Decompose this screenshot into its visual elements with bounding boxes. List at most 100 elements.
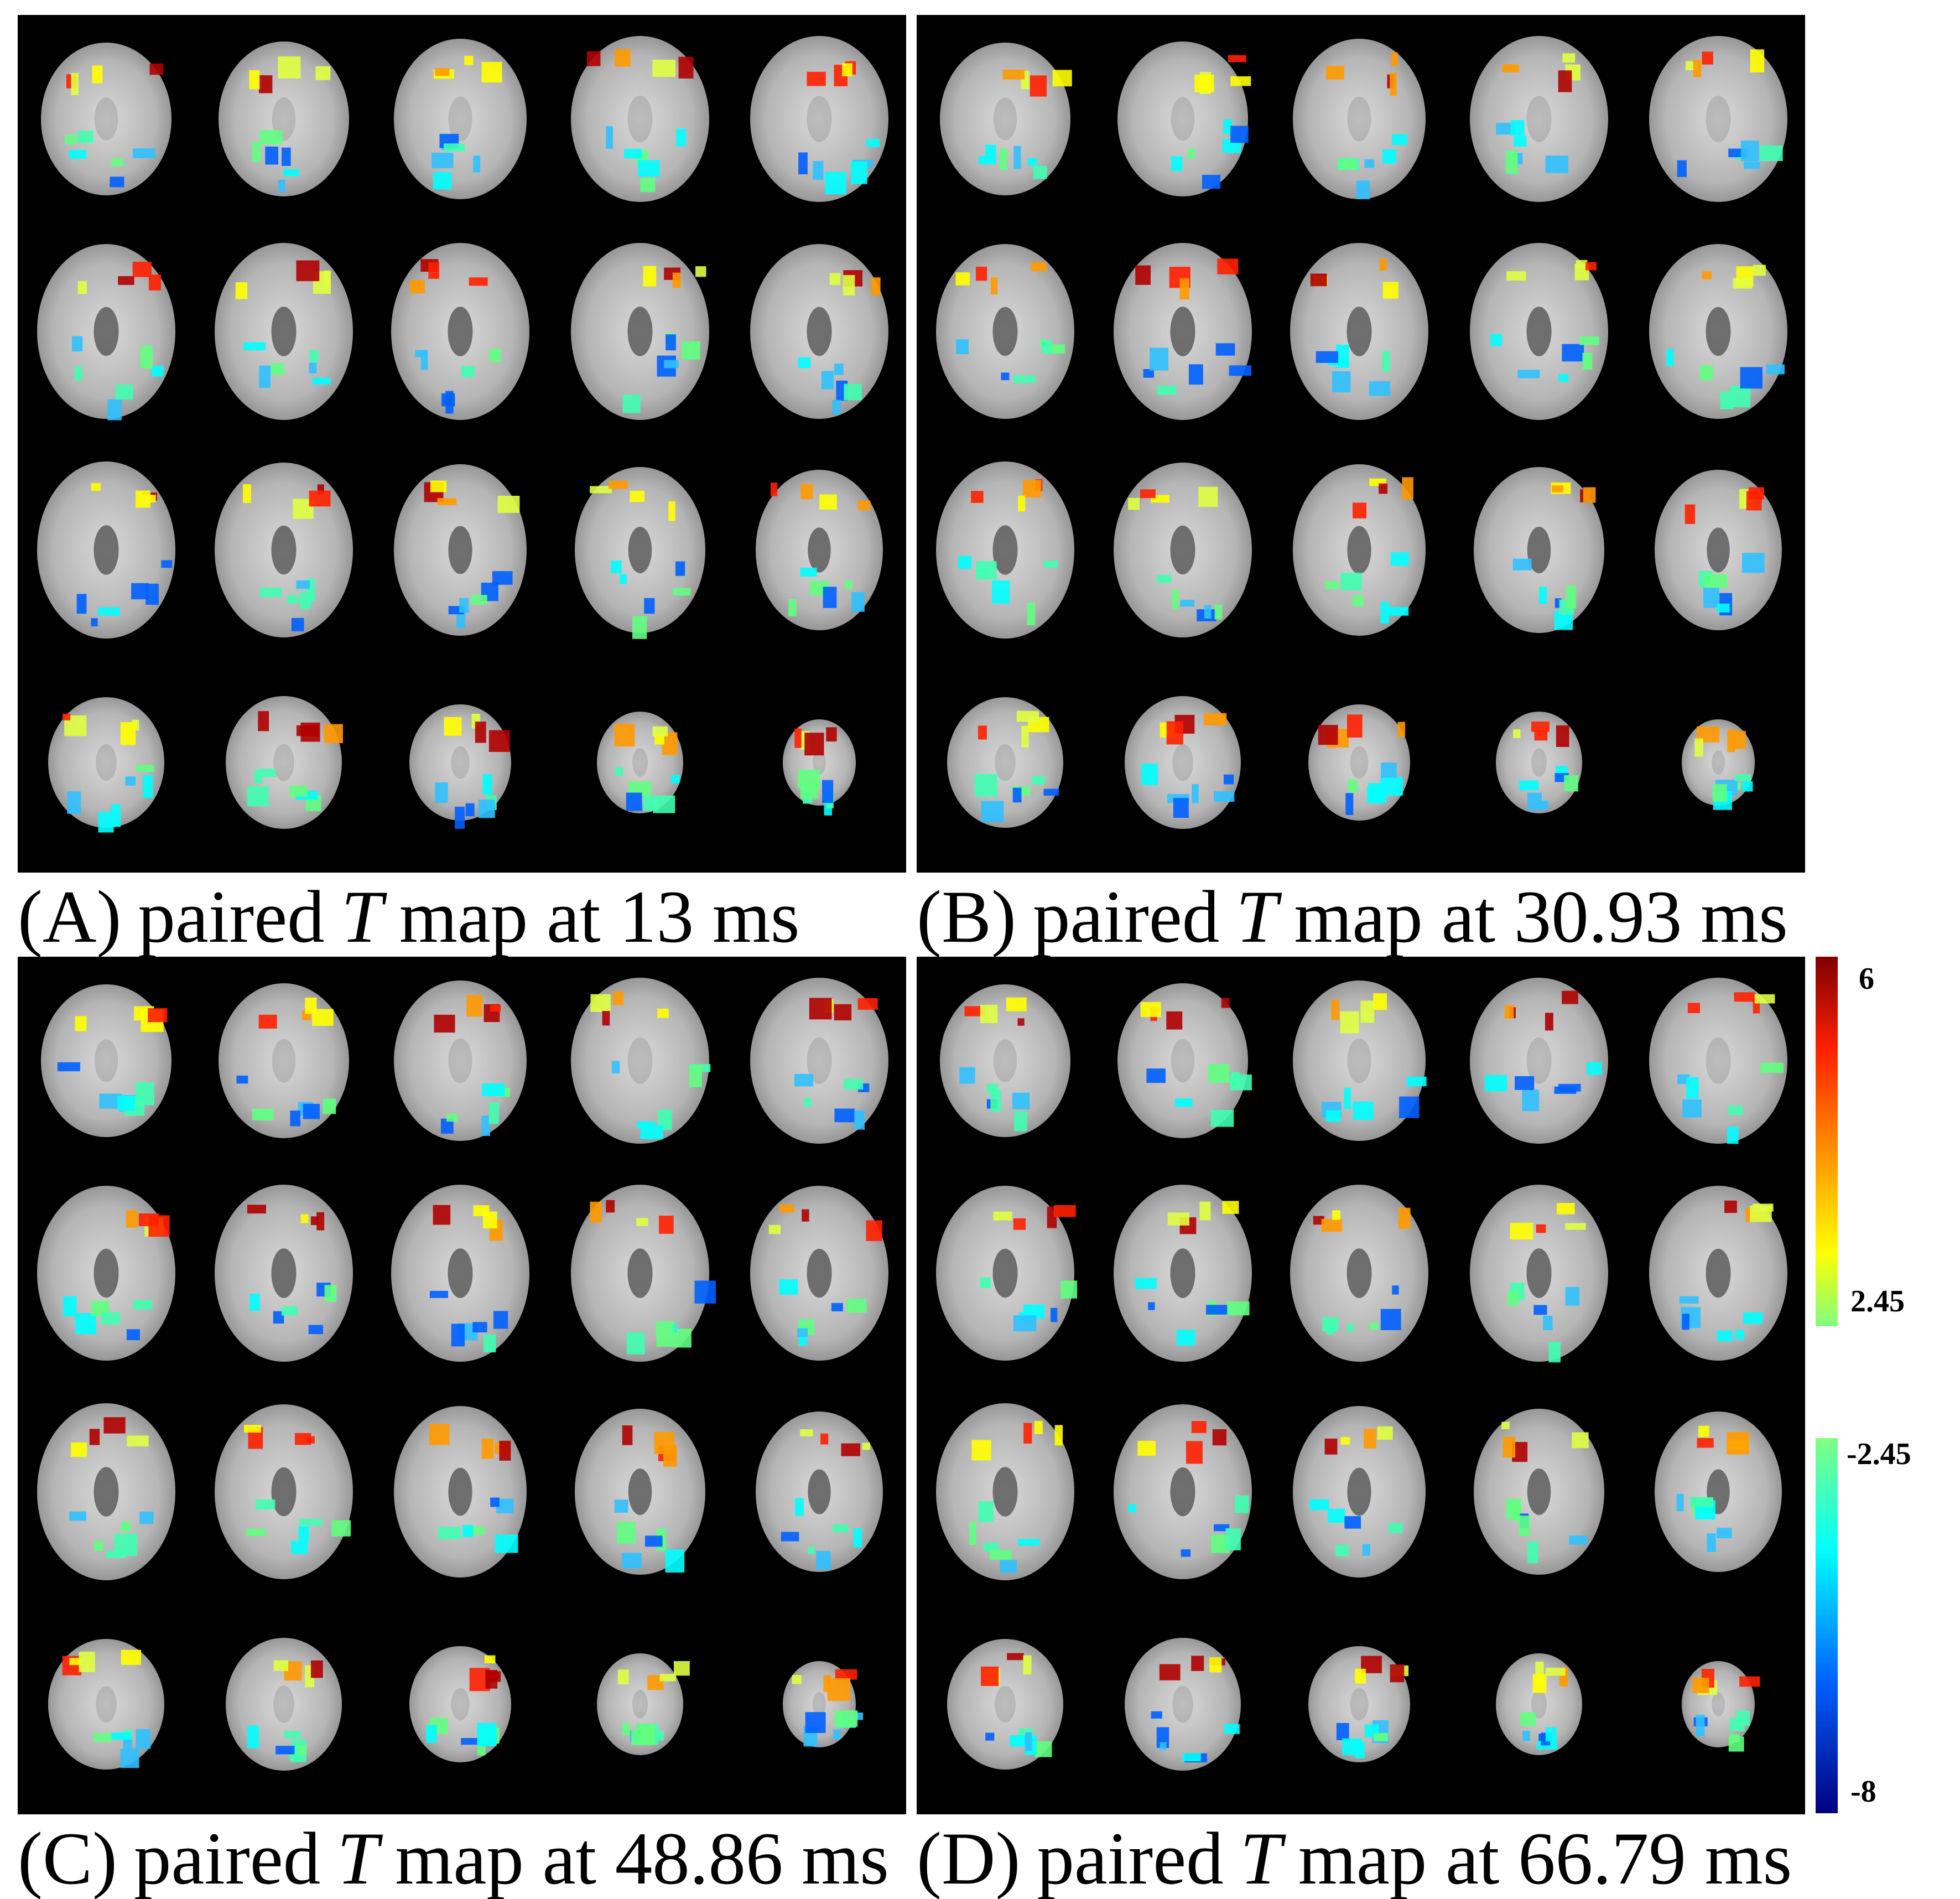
activation-blob: [1214, 1524, 1230, 1532]
activation-blob: [243, 342, 266, 351]
activation-blob: [1373, 993, 1387, 1010]
activation-blob: [659, 1674, 676, 1682]
activation-blob: [1344, 1087, 1351, 1109]
activation-blob: [255, 1499, 275, 1510]
activation-blob: [1739, 1676, 1760, 1687]
ventricle: [1526, 307, 1552, 356]
caption-part: (D): [917, 1818, 1020, 1899]
activation-blob: [1353, 1101, 1374, 1120]
activation-blob: [630, 490, 644, 502]
colorbar-negative: [1816, 1438, 1838, 1813]
ventricle: [807, 1037, 832, 1084]
activation-blob: [1166, 1011, 1183, 1030]
caption-part: map at 13 ms: [399, 876, 800, 958]
activation-blob: [252, 1108, 274, 1120]
activation-blob: [435, 782, 448, 803]
activation-blob: [484, 1655, 496, 1664]
activation-blob: [1214, 604, 1223, 620]
activation-blob: [1141, 764, 1158, 785]
activation-blob: [1151, 1711, 1162, 1719]
activation-blob: [1382, 351, 1390, 372]
activation-blob: [429, 1290, 449, 1298]
activation-blob: [955, 339, 969, 355]
ventricle: [94, 97, 118, 141]
activation-blob: [804, 1098, 812, 1107]
activation-blob: [1743, 162, 1760, 169]
activation-blob: [1682, 1314, 1689, 1330]
activation-blob: [1484, 1075, 1507, 1092]
ventricle: [451, 1688, 470, 1721]
activation-blob: [324, 1285, 337, 1302]
activation-blob: [853, 1528, 862, 1548]
activation-blob: [71, 336, 83, 352]
activation-blob: [794, 1073, 814, 1087]
activation-blob: [1379, 258, 1387, 271]
colorbar-label: -2.45: [1847, 1437, 1911, 1471]
activation-blob: [1214, 791, 1235, 802]
caption-part: map at 66.79 ms: [1298, 1818, 1792, 1899]
brain-slice: [1117, 983, 1248, 1138]
ventricle: [448, 1248, 473, 1298]
activation-blob: [656, 1321, 675, 1337]
activation-blob: [430, 480, 447, 492]
activation-blob: [1173, 798, 1189, 818]
activation-blob: [67, 791, 81, 814]
activation-blob: [1569, 1535, 1587, 1545]
activation-blob: [621, 1553, 642, 1569]
activation-blob: [654, 1431, 675, 1454]
activation-blob: [487, 1671, 501, 1682]
ventricle: [995, 744, 1016, 781]
ventricle: [273, 1685, 294, 1723]
activation-blob: [75, 1016, 87, 1031]
ventricle: [448, 96, 472, 142]
activation-blob: [71, 1442, 87, 1457]
activation-blob: [1548, 1342, 1561, 1363]
activation-blob: [1202, 175, 1221, 189]
ventricle: [627, 1248, 653, 1298]
brain-slice: [940, 984, 1070, 1137]
activation-blob: [1340, 1437, 1350, 1445]
activation-blob: [1034, 1420, 1043, 1434]
ventricle: [813, 1692, 826, 1716]
activation-blob: [653, 795, 675, 813]
activation-blob: [1514, 136, 1527, 147]
activation-blob: [77, 281, 87, 294]
activation-blob: [1013, 375, 1036, 383]
activation-blob: [1204, 605, 1212, 619]
activation-blob: [1001, 372, 1010, 381]
activation-blob: [800, 1429, 813, 1436]
brain-slice: [1470, 978, 1608, 1144]
activation-blob: [1325, 66, 1344, 80]
activation-blob: [1390, 552, 1410, 566]
activation-blob: [1369, 381, 1391, 396]
activation-blob: [151, 365, 164, 377]
activation-blob: [1740, 141, 1759, 162]
activation-blob: [69, 1658, 82, 1665]
colorbar-label: 6: [1859, 962, 1874, 996]
ventricle: [1350, 1688, 1369, 1721]
activation-blob: [823, 587, 837, 608]
activation-blob: [311, 1216, 319, 1226]
activation-blob: [1224, 774, 1234, 785]
activation-blob: [1728, 1106, 1743, 1115]
activation-blob: [1137, 1441, 1156, 1456]
activation-blob: [1224, 1724, 1240, 1734]
activation-blob: [499, 1440, 511, 1461]
activation-blob: [1697, 1438, 1714, 1448]
activation-blob: [958, 556, 972, 569]
activation-blob: [985, 1732, 995, 1741]
ventricle: [1706, 96, 1731, 142]
activation-blob: [289, 785, 308, 797]
activation-blob: [1223, 119, 1233, 134]
activation-blob: [469, 277, 488, 286]
activation-blob: [310, 1660, 323, 1678]
activation-blob: [1327, 1322, 1335, 1335]
activation-blob: [1682, 1099, 1702, 1118]
activation-blob: [139, 1511, 154, 1524]
activation-blob: [161, 560, 173, 568]
activation-blob: [1736, 1710, 1750, 1726]
activation-blob: [1746, 491, 1762, 511]
activation-blob: [1023, 1655, 1032, 1675]
activation-blob: [1380, 601, 1389, 624]
activation-blob: [235, 282, 248, 299]
